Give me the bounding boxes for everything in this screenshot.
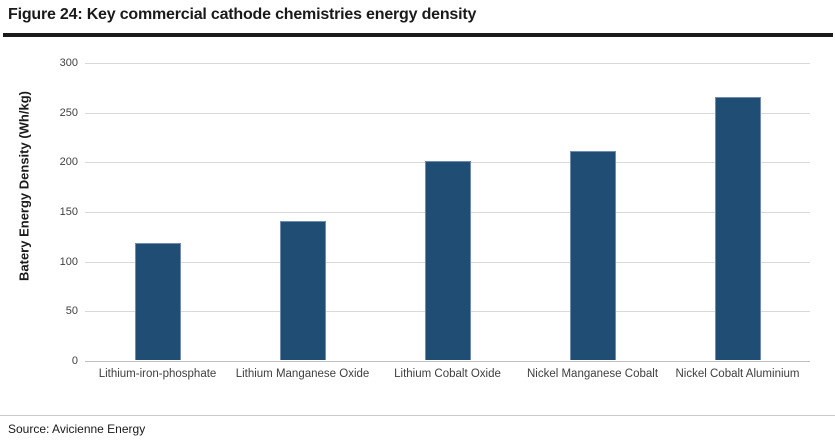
gridline [85, 63, 810, 64]
bar-nickel-manganese-cobalt [570, 151, 616, 360]
y-tick-label: 300 [59, 57, 78, 69]
y-axis-title: Batery Energy Density (Wh/kg) [16, 91, 32, 281]
y-tick-label: 250 [59, 106, 78, 119]
footer-divider-rule [0, 415, 835, 416]
y-tick-label: 200 [59, 156, 78, 169]
y-tick-label: 0 [71, 355, 78, 367]
y-tick-label: 100 [59, 255, 78, 268]
bar-nickel-cobalt-aluminium [715, 97, 761, 360]
bar-lithium-manganese-oxide [280, 221, 326, 360]
y-tick-label: 150 [59, 206, 78, 218]
title-divider-rule [3, 33, 833, 37]
gridline [85, 113, 810, 114]
x-tick-label: Lithium-iron-phosphate [98, 368, 217, 380]
bar-lithium-cobalt-oxide [425, 161, 471, 360]
source-attribution: Source: Avicienne Energy [8, 422, 146, 436]
bar-chart-plot-area [85, 63, 810, 362]
bar-lithium-iron-phosphate [135, 243, 181, 360]
figure-title: Figure 24: Key commercial cathode chemis… [8, 6, 477, 23]
x-tick-label: Lithium Cobalt Oxide [394, 368, 501, 380]
x-tick-label: Lithium Manganese Oxide [235, 368, 370, 380]
x-tick-label: Nickel Manganese Cobalt [526, 368, 659, 380]
x-axis-baseline [85, 361, 810, 362]
x-tick-label: Nickel Cobalt Aluminium [675, 368, 800, 380]
y-tick-label: 50 [65, 305, 78, 318]
